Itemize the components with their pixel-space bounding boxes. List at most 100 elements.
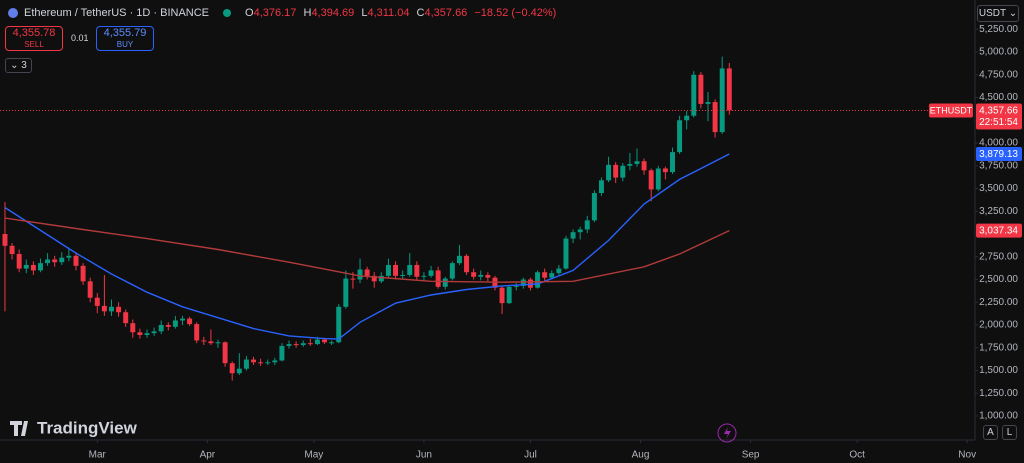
candle-body: [109, 306, 114, 312]
candle-body: [243, 359, 249, 369]
candle-body: [23, 264, 29, 269]
candle-body: [478, 274, 484, 277]
event-icon[interactable]: [717, 423, 737, 443]
candle-body: [506, 286, 512, 304]
candle-body: [343, 278, 349, 307]
candle-body: [30, 264, 36, 271]
candle-body: [322, 339, 328, 343]
price-tag-label: 3,879.13: [979, 149, 1018, 160]
candle-body: [641, 161, 647, 171]
indicators-count: 3: [21, 60, 27, 71]
plot: [0, 56, 975, 381]
y-tick-label: 1,750.00: [979, 342, 1018, 353]
y-tick-label: 2,500.00: [979, 274, 1018, 285]
coin-icon: [8, 8, 18, 18]
countdown: 22:51:54: [979, 117, 1018, 128]
candle-body: [45, 259, 51, 264]
indicators-toggle[interactable]: ⌄ 3: [5, 58, 32, 73]
candle-body: [350, 278, 356, 280]
candle-body: [627, 163, 633, 166]
candle-body: [677, 120, 683, 153]
candle-body: [435, 270, 441, 287]
price-tag: [976, 103, 1022, 130]
ohlc-value: 4,394.69: [311, 7, 355, 19]
candle-body: [101, 305, 107, 312]
candle-body: [116, 306, 122, 313]
candle-body: [80, 265, 86, 282]
moving-average: [4, 153, 730, 340]
candle-body: [719, 68, 725, 133]
buy-label: BUY: [116, 40, 134, 49]
sell-button[interactable]: 4,355.78 SELL: [5, 26, 63, 51]
candle-body: [513, 285, 519, 287]
candle-body: [449, 263, 455, 279]
candle-body: [591, 193, 597, 221]
currency: USDT: [978, 8, 1006, 19]
candle-body: [371, 275, 377, 282]
y-tick-label: 3,500.00: [979, 183, 1018, 194]
ohlc-value: 4,376.17: [253, 7, 297, 19]
candle-body: [670, 152, 675, 173]
candle-body: [563, 238, 569, 269]
candle-body: [598, 180, 604, 194]
candle-body: [172, 320, 178, 327]
price-tag: [976, 147, 1022, 162]
candle-body: [456, 255, 462, 264]
candle-body: [265, 362, 271, 364]
spread: 0.01: [71, 33, 89, 43]
ohlc-key: H: [303, 7, 312, 19]
candle-body: [684, 115, 690, 121]
candle-body: [66, 255, 72, 258]
y-tick-label: 1,250.00: [979, 388, 1018, 399]
candle-body: [428, 270, 434, 276]
candle-body: [37, 263, 43, 271]
candle-body: [634, 161, 640, 164]
log-scale-button[interactable]: L: [1002, 425, 1017, 440]
candle-body: [194, 324, 200, 341]
candle-body: [485, 274, 491, 278]
buy-button[interactable]: 4,355.79 BUY: [96, 26, 154, 51]
candle-body: [16, 254, 22, 269]
candle-body: [393, 264, 399, 276]
candle-body: [400, 274, 406, 276]
candle-body: [236, 368, 242, 374]
auto-scale-button[interactable]: A: [983, 425, 998, 440]
y-tick-label: 2,250.00: [979, 297, 1018, 308]
symbol-header: Ethereum / TetherUS · 1D · BINANCE O4,37…: [8, 7, 560, 19]
candle-body: [499, 287, 505, 304]
candle-body: [293, 344, 299, 346]
y-tick-label: 1,500.00: [979, 365, 1018, 376]
currency-button[interactable]: USDT ⌄: [977, 5, 1019, 22]
symbol[interactable]: Ethereum / TetherUS · 1D · BINANCE: [24, 7, 210, 19]
symbol-tag: [929, 103, 973, 118]
x-tick-label: Aug: [632, 450, 650, 461]
candle-body: [364, 269, 370, 276]
candle-body: [414, 264, 420, 277]
candle-body: [73, 255, 79, 266]
candle-body: [712, 102, 718, 133]
candle-body: [527, 279, 533, 288]
candle-body: [613, 164, 619, 178]
candle-body: [570, 232, 576, 239]
x-tick-label: Apr: [200, 450, 216, 461]
symbol-tag-label: ETHUSDT: [930, 105, 973, 115]
candle-body: [87, 281, 93, 298]
candle-body: [137, 332, 143, 335]
candle-body: [329, 342, 335, 344]
candle-body: [336, 306, 342, 343]
y-tick-label: 4,500.00: [979, 92, 1018, 103]
price-tag: [976, 223, 1022, 238]
ohlc-key: L: [361, 7, 368, 19]
y-tick-label: 5,000.00: [979, 47, 1018, 58]
candle-body: [229, 363, 235, 374]
candle-body: [662, 168, 668, 173]
candle-body: [378, 275, 384, 282]
candle-body: [520, 279, 526, 286]
candle-body: [187, 318, 193, 325]
buy-price: 4,355.79: [103, 27, 147, 39]
candle-body: [272, 360, 278, 363]
logo-mark: [10, 421, 28, 436]
candle-body: [123, 312, 129, 324]
